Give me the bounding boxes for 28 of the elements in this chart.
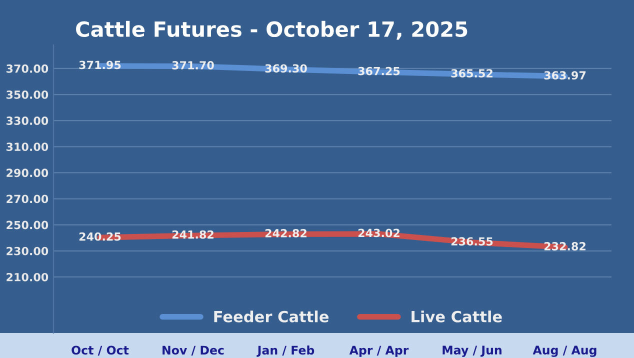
x-tick-label: Nov / Dec [162, 346, 224, 356]
y-tick-label: 230.00 [6, 246, 48, 256]
y-tick-label: 290.00 [6, 168, 48, 178]
y-tick-label: 330.00 [6, 116, 48, 125]
x-tick-label: Apr / Apr [349, 346, 409, 357]
legend-label: Live Cattle [412, 310, 502, 322]
y-tick-label: 310.00 [6, 142, 48, 152]
x-tick-label: Oct / Oct [72, 346, 129, 356]
x-tick-label: Jan / Feb [256, 346, 314, 357]
data-label: 365.52 [451, 69, 492, 78]
x-tick-label: May / Jun [442, 346, 502, 357]
legend-label: Feeder Cattle [214, 310, 329, 322]
data-label: 243.02 [358, 228, 400, 238]
y-tick-label: 210.00 [6, 272, 48, 282]
data-label: 367.25 [358, 66, 400, 76]
data-label: 242.82 [265, 229, 306, 238]
y-tick-label: 350.00 [6, 90, 48, 99]
y-tick-label: 250.00 [6, 220, 48, 230]
data-label: 363.97 [544, 71, 586, 80]
y-tick-label: 270.00 [6, 194, 48, 204]
data-label: 241.82 [172, 230, 214, 239]
chart-title: Cattle Futures - October 17, 2025 [76, 20, 468, 40]
data-label: 371.95 [79, 60, 121, 70]
data-label: 369.30 [265, 64, 307, 73]
x-tick-label: Aug / Aug [532, 346, 596, 357]
data-label: 236.55 [451, 237, 493, 246]
data-label: 371.70 [172, 61, 214, 70]
y-tick-label: 370.00 [6, 64, 48, 73]
